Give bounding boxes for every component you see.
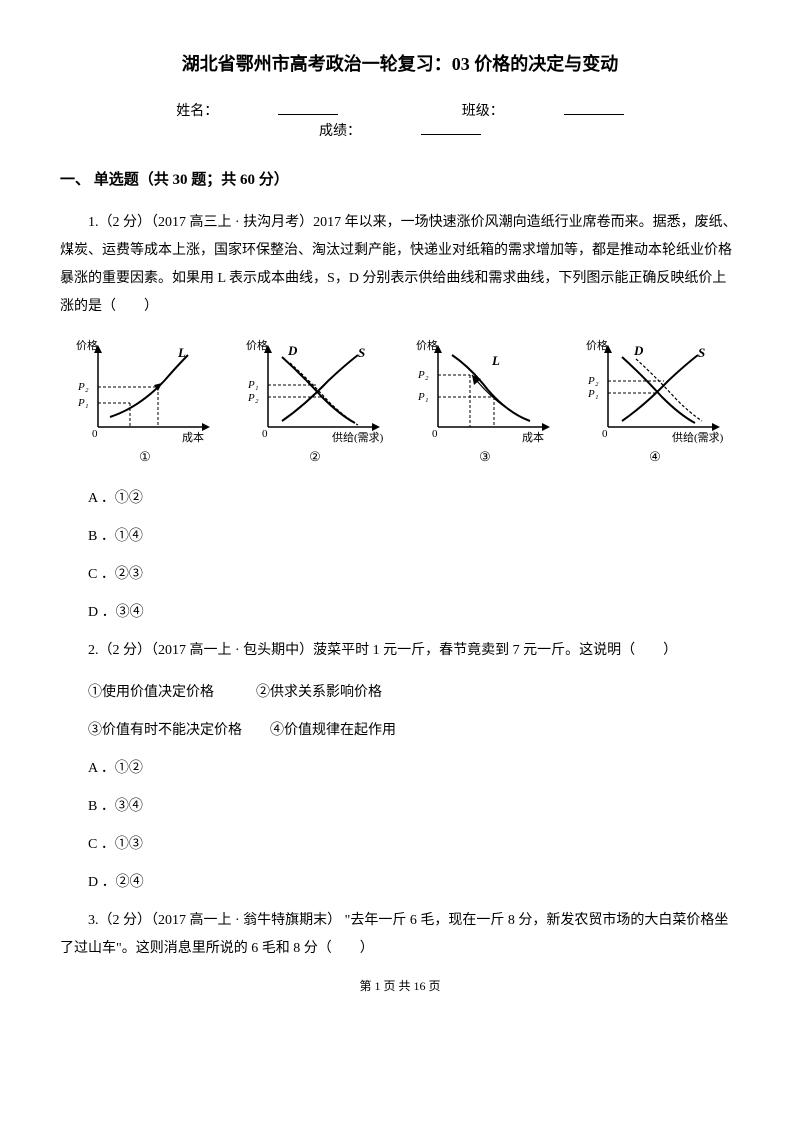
section-heading: 一、 单选题（共 30 题；共 60 分）	[60, 168, 740, 189]
chart2-num: ②	[240, 449, 390, 465]
score-blank[interactable]	[421, 134, 481, 135]
chart3-num: ③	[410, 449, 560, 465]
svg-text:P₁: P₁	[587, 388, 599, 400]
q2-stem1: ①使用价值决定价格 ②供求关系影响价格	[88, 679, 740, 707]
svg-text:L: L	[177, 345, 186, 360]
svg-text:L: L	[491, 353, 500, 368]
page-title: 湖北省鄂州市高考政治一轮复习：03 价格的决定与变动	[60, 50, 740, 76]
q1-opt-b[interactable]: B ．①④	[88, 523, 740, 551]
chart-3: 价格 成本 0 L P₂ P₁ ③	[410, 335, 560, 465]
name-blank[interactable]	[278, 114, 338, 115]
svg-text:成本: 成本	[522, 430, 544, 444]
score-label: 成绩：	[319, 120, 361, 140]
q1-text: 1.（2 分）（2017 高三上 · 扶沟月考）2017 年以来，一场快速涨价风…	[60, 209, 740, 321]
q2-opt-c[interactable]: C ．①③	[88, 831, 740, 859]
student-info-row: 姓名： 班级： 成绩：	[60, 100, 740, 140]
chart-4: 价格 供给(需求) 0 D S P₂ P₁	[580, 335, 730, 465]
chart-1: 价格 成本 0 L P₁ P₂ ①	[70, 335, 220, 465]
chart4-num: ④	[580, 449, 730, 465]
svg-text:D: D	[287, 343, 298, 358]
svg-text:价格: 价格	[246, 338, 268, 352]
name-label: 姓名：	[176, 100, 218, 120]
svg-text:P₁: P₁	[77, 397, 89, 409]
class-label: 班级：	[462, 100, 504, 120]
q1-options: A ．①② B ．①④ C ．②③ D ．③④	[88, 485, 740, 627]
page-footer: 第 1 页 共 16 页	[60, 977, 740, 994]
svg-text:0: 0	[602, 428, 608, 440]
svg-text:P₁: P₁	[247, 379, 259, 391]
svg-text:0: 0	[432, 428, 438, 440]
chart1-ylabel: 价格	[76, 338, 98, 352]
q2-stem2: ③价值有时不能决定价格 ④价值规律在起作用	[88, 717, 740, 745]
svg-text:价格: 价格	[586, 338, 608, 352]
chart1-num: ①	[70, 449, 220, 465]
chart-2: 价格 供给(需求) 0 D S P₁ P₂	[240, 335, 390, 465]
q2-opt-b[interactable]: B ．③④	[88, 793, 740, 821]
q3-text: 3.（2 分）（2017 高一上 · 翁牛特旗期末） "去年一斤 6 毛，现在一…	[60, 907, 740, 963]
svg-text:P₂: P₂	[247, 392, 259, 404]
q1-charts: 价格 成本 0 L P₁ P₂ ①	[60, 335, 740, 465]
q1-opt-d[interactable]: D ．③④	[88, 599, 740, 627]
svg-text:S: S	[358, 345, 365, 360]
q2-text: 2.（2 分）（2017 高一上 · 包头期中）菠菜平时 1 元一斤，春节竟卖到…	[60, 637, 740, 665]
q2-opt-d[interactable]: D ．②④	[88, 869, 740, 897]
q2-options: A ．①② B ．③④ C ．①③ D ．②④	[88, 755, 740, 897]
class-blank[interactable]	[564, 114, 624, 115]
svg-text:供给(需求): 供给(需求)	[332, 430, 384, 444]
svg-text:0: 0	[262, 428, 268, 440]
svg-text:供给(需求): 供给(需求)	[672, 430, 724, 444]
svg-text:P₂: P₂	[587, 375, 599, 387]
q1-opt-c[interactable]: C ．②③	[88, 561, 740, 589]
svg-text:D: D	[633, 343, 644, 358]
svg-text:S: S	[698, 345, 705, 360]
chart1-xlabel: 成本	[182, 430, 204, 444]
svg-text:价格: 价格	[416, 338, 438, 352]
svg-text:P₂: P₂	[77, 381, 89, 393]
svg-text:P₂: P₂	[417, 369, 429, 381]
svg-text:P₁: P₁	[417, 391, 429, 403]
svg-text:0: 0	[92, 428, 98, 440]
q1-opt-a[interactable]: A ．①②	[88, 485, 740, 513]
q2-opt-a[interactable]: A ．①②	[88, 755, 740, 783]
